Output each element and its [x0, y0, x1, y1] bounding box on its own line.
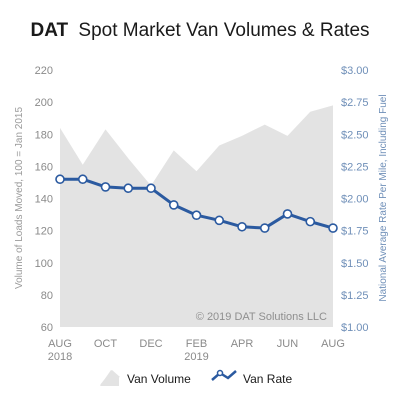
legend-line-swatch	[211, 370, 237, 381]
van-rate-point	[77, 174, 88, 185]
x-tick-year-label: 2018	[48, 351, 72, 363]
van-rate-point	[305, 216, 316, 227]
x-tick-year-label: 2019	[184, 351, 208, 363]
x-tick-label: DEC	[139, 338, 162, 350]
x-tick-label: OCT	[94, 338, 118, 350]
left-axis-ticks: 220 200 180 160 140 120 100 80 60	[35, 65, 53, 334]
right-tick-label: $1.75	[341, 226, 369, 238]
van-rate-point	[214, 215, 225, 226]
title-text: Spot Market Van Volumes & Rates	[78, 20, 369, 41]
van-rate-point	[146, 183, 156, 194]
x-tick-label: JUN	[277, 338, 298, 350]
x-tick-label: AUG	[48, 338, 72, 350]
left-tick-label: 80	[41, 290, 53, 302]
right-tick-label: $2.75	[341, 97, 369, 109]
van-rate-point	[282, 209, 293, 219]
legend-label-van-rate: Van Rate	[243, 372, 292, 386]
legend: Van Volume Van Rate	[100, 369, 292, 386]
right-tick-label: $2.25	[341, 161, 369, 173]
right-tick-label: $2.50	[341, 129, 369, 141]
left-tick-label: 160	[35, 161, 53, 173]
right-axis-label: National Average Rate Per Mile, Includin…	[378, 94, 389, 301]
left-tick-label: 60	[41, 322, 53, 334]
x-tick-label: FEB	[186, 338, 207, 350]
right-tick-label: $1.00	[341, 322, 369, 334]
van-rate-point	[328, 223, 338, 233]
x-tick-label: APR	[231, 338, 254, 350]
van-rate-point	[237, 221, 247, 232]
right-tick-label: $1.50	[341, 258, 369, 270]
plot-area	[55, 105, 338, 328]
van-rate-point	[123, 183, 134, 194]
left-tick-label: 140	[35, 194, 53, 206]
left-tick-label: 100	[35, 258, 53, 270]
left-tick-label: 220	[35, 65, 53, 77]
van-rate-point	[55, 174, 65, 185]
legend-area-swatch-shape	[100, 370, 119, 386]
copyright-annotation: © 2019 DAT Solutions LLC	[196, 311, 327, 323]
van-rate-point	[259, 223, 270, 233]
van-rate-point	[168, 200, 179, 210]
van-rate-point	[100, 182, 111, 192]
right-axis-ticks: $3.00 $2.75 $2.50 $2.25 $2.00 $1.75 $1.50 $1.25…	[341, 65, 369, 334]
left-tick-label: 200	[35, 97, 53, 109]
left-tick-label: 120	[35, 226, 53, 238]
left-axis-label: Volume of Loads Moved, 100 = Jan 2015	[14, 107, 25, 290]
right-tick-label: $1.25	[341, 290, 369, 302]
right-tick-label: $2.00	[341, 194, 369, 206]
right-tick-label: $3.00	[341, 65, 369, 77]
van-rate-point	[191, 210, 202, 221]
x-tick-label: AUG	[321, 338, 345, 350]
chart-title: DAT Spot Market Van Volumes & Rates	[30, 20, 369, 41]
legend-line-marker	[216, 369, 224, 377]
legend-label-van-volume: Van Volume	[127, 372, 191, 386]
title-brand: DAT	[30, 20, 68, 41]
left-tick-label: 180	[35, 129, 53, 141]
